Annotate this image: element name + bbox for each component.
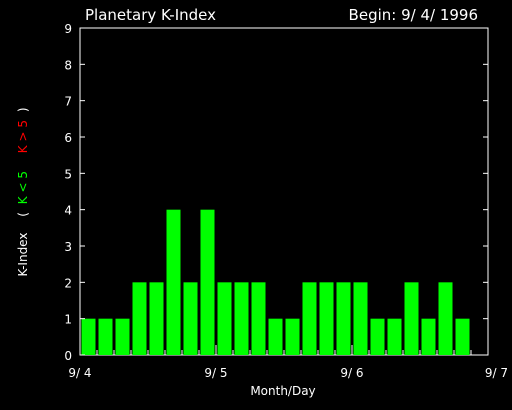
y-label-below-5: K < 5 [16, 171, 30, 204]
y-label-above-5: K > 5 [16, 120, 30, 153]
bar-22 [455, 318, 470, 355]
x-axis-ticks: 9/ 4 9/ 5 9/ 6 9/ 7 [68, 345, 508, 380]
bar-15 [336, 282, 351, 355]
y-tick-label-8: 8 [64, 58, 72, 72]
bar-1 [98, 318, 113, 355]
bar-18 [387, 318, 402, 355]
y-label-close-paren: ) [16, 107, 30, 112]
bar-20 [421, 318, 436, 355]
bar-3 [132, 282, 147, 355]
bar-5 [166, 209, 181, 355]
bar-12 [285, 318, 300, 355]
bar-6 [183, 282, 198, 355]
bar-19 [404, 282, 419, 355]
bar-11 [268, 318, 283, 355]
bars-group [81, 209, 470, 355]
y-label-kindex: K-Index [16, 233, 30, 277]
x-tick-label-2: 9/ 6 [340, 366, 363, 380]
bar-10 [251, 282, 266, 355]
y-label-open-paren: ( [16, 212, 30, 217]
bar-14 [319, 282, 334, 355]
y-tick-label-5: 5 [64, 167, 72, 181]
y-tick-label-4: 4 [64, 204, 72, 218]
y-tick-label-1: 1 [64, 313, 72, 327]
x-tick-label-0: 9/ 4 [68, 366, 91, 380]
y-tick-label-2: 2 [64, 276, 72, 290]
bar-7 [200, 209, 215, 355]
bar-8 [217, 282, 232, 355]
bar-2 [115, 318, 130, 355]
x-axis-label: Month/Day [250, 384, 315, 398]
y-axis-ticks: 0 1 2 3 4 5 6 7 8 9 [64, 22, 488, 363]
begin-date: Begin: 9/ 4/ 1996 [349, 6, 478, 24]
y-axis-label: K-Index ( K < 5 K > 5 ) [16, 107, 30, 276]
bar-21 [438, 282, 453, 355]
bar-17 [370, 318, 385, 355]
bar-4 [149, 282, 164, 355]
chart-title: Planetary K-Index [85, 6, 216, 24]
y-tick-label-3: 3 [64, 240, 72, 254]
bar-13 [302, 282, 317, 355]
bar-0 [81, 318, 96, 355]
bar-9 [234, 282, 249, 355]
x-tick-label-1: 9/ 5 [204, 366, 227, 380]
y-tick-label-7: 7 [64, 95, 72, 109]
y-tick-label-9: 9 [64, 22, 72, 36]
y-tick-label-6: 6 [64, 131, 72, 145]
x-tick-label-3: 9/ 7 [485, 366, 508, 380]
bar-16 [353, 282, 368, 355]
y-tick-label-0: 0 [64, 349, 72, 363]
y-axis-label-group: K-Index ( K < 5 K > 5 ) [16, 107, 30, 276]
